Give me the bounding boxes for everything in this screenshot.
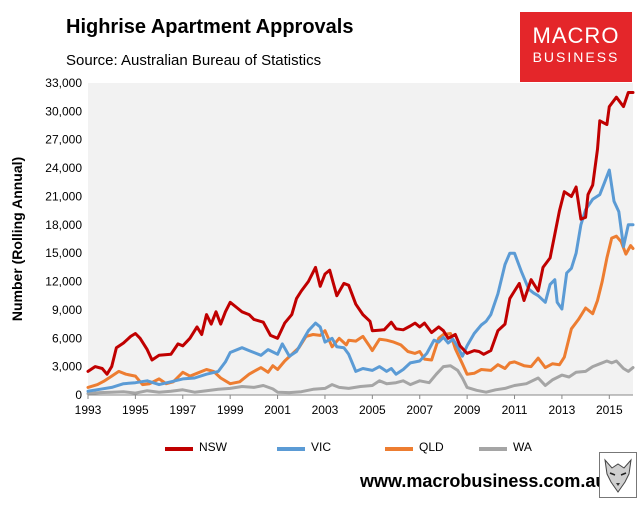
x-tick-label: 2011 [502, 403, 528, 417]
logo-line-1: MACRO [532, 23, 620, 48]
logo-line-2: BUSINESS [532, 49, 620, 65]
series-line-qld [86, 234, 635, 389]
plot-area [88, 83, 633, 395]
y-tick-label: 30,000 [45, 104, 82, 118]
y-tick-label: 0 [75, 388, 82, 402]
y-tick-label: 27,000 [45, 133, 82, 147]
series-lines [86, 91, 635, 396]
y-tick-label: 24,000 [45, 161, 82, 175]
legend-label-nsw: NSW [199, 440, 227, 454]
x-tick-label: 2005 [359, 403, 386, 417]
y-tick-label: 18,000 [45, 218, 82, 232]
y-tick-label: 12,000 [45, 275, 82, 289]
x-tick-label: 2009 [454, 403, 481, 417]
x-tick-label: 1997 [169, 403, 196, 417]
legend-label-wa: WA [513, 440, 532, 454]
legend-label-qld: QLD [419, 440, 444, 454]
x-tick-label: 2007 [406, 403, 433, 417]
series-line-wa [86, 359, 635, 396]
y-tick-label: 33,000 [45, 76, 82, 90]
x-tick-label: 1999 [217, 403, 244, 417]
y-tick-label: 15,000 [45, 246, 82, 260]
legend-swatch-vic [277, 447, 305, 451]
chart-title: Highrise Apartment Approvals [66, 16, 354, 38]
macrobusiness-logo: MACRO BUSINESS [520, 12, 632, 82]
x-tick-label: 1993 [75, 403, 102, 417]
y-tick-label: 9,000 [52, 303, 82, 317]
legend-swatch-nsw [165, 447, 193, 451]
x-tick-label: 2003 [312, 403, 339, 417]
series-line-nsw [86, 91, 635, 376]
y-tick-label: 3,000 [52, 360, 82, 374]
x-tick-label: 2013 [549, 403, 576, 417]
x-tick-label: 1995 [122, 403, 149, 417]
y-tick-label: 6,000 [52, 331, 82, 345]
y-tick-label: 21,000 [45, 189, 82, 203]
x-axis-ticks: 1993 1995 1997 1999 2001 2003 2005 2007 2009 2011… [75, 395, 623, 417]
legend-swatch-qld [385, 447, 413, 451]
wolf-emblem-icon [599, 452, 637, 498]
chart-subtitle: Source: Australian Bureau of Statistics [66, 52, 322, 69]
x-tick-label: 2001 [264, 403, 291, 417]
chart-legend: NSW VIC QLD WA [165, 438, 565, 458]
series-line-vic [86, 168, 635, 393]
legend-swatch-wa [479, 447, 507, 451]
legend-label-vic: VIC [311, 440, 332, 454]
y-axis-label: Number (Rolling Annual) [9, 157, 25, 321]
y-axis-ticks: 0 3,000 6,000 9,000 12,000 15,000 18,000 21,000… [45, 76, 82, 402]
x-tick-label: 2015 [596, 403, 623, 417]
website-url: www.macrobusiness.com.au [360, 471, 607, 491]
